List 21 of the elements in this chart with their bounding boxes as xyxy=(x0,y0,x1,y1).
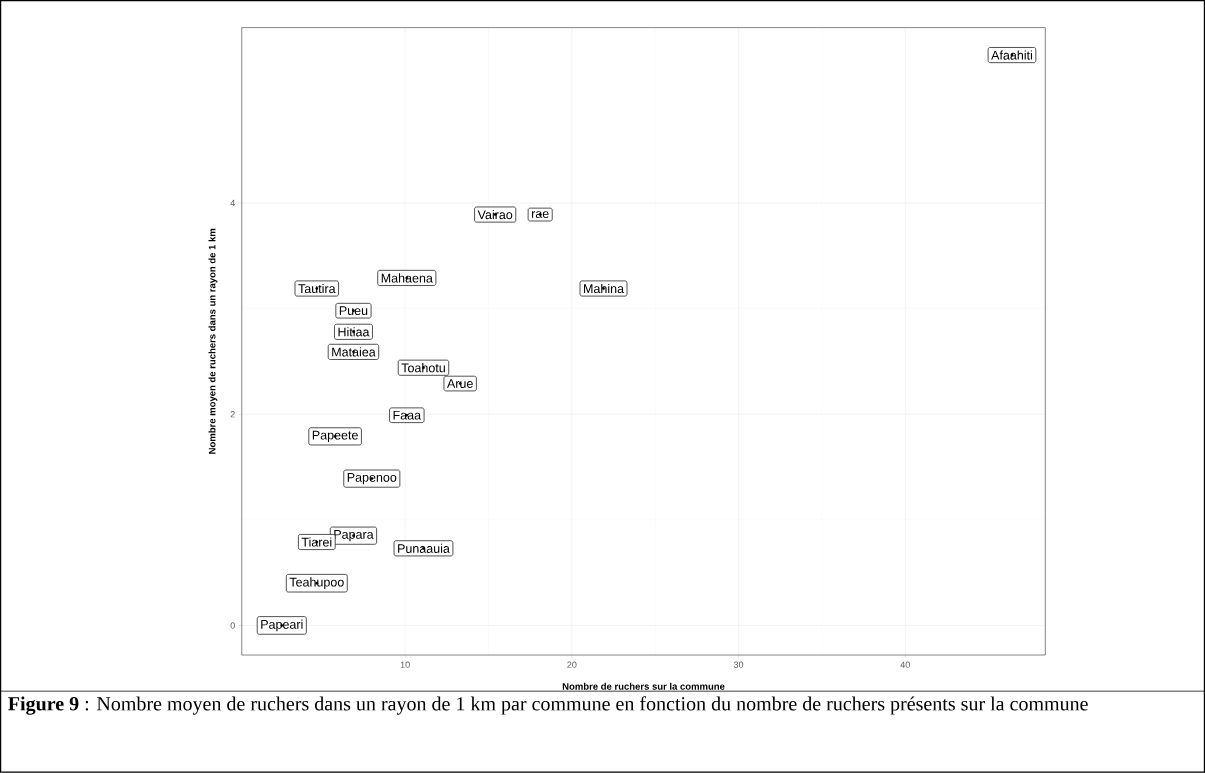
annotation: Mahaena xyxy=(381,273,433,283)
y-tick-label: 4 xyxy=(230,199,235,207)
annotation: Papara xyxy=(334,530,374,542)
text: Figure 9 : Nombre moyen de ruchers dans un rayon de 1 km par commune en fonction du nombre de ruchers présents sur la commune xyxy=(8,696,1088,715)
x-tick-label: 30 xyxy=(733,661,744,669)
x-tick-label: 10 xyxy=(400,661,410,669)
annotation: Papeari xyxy=(261,619,303,632)
annotation: Mahina xyxy=(584,284,625,294)
annotation: Teahupoo xyxy=(289,577,344,590)
y-tick-label: 0 xyxy=(230,622,235,629)
x-axis-title: Nombre de ruchers sur la commune xyxy=(562,682,725,690)
annotation: Afaahiti xyxy=(991,50,1032,60)
annotation: Papeete xyxy=(312,430,358,443)
annotation: Papenoo xyxy=(347,473,397,485)
y-axis-title: Nombre moyen de ruchers dans un rayon de 1 km xyxy=(208,229,218,454)
annotation: Toahotu xyxy=(401,363,445,373)
annotation: Punaauia xyxy=(398,543,450,554)
y-tick-label: 2 xyxy=(230,411,235,418)
annotation: Mataiea xyxy=(332,347,376,357)
x-tick-label: 40 xyxy=(900,661,910,669)
x-tick-label: 20 xyxy=(567,661,577,669)
